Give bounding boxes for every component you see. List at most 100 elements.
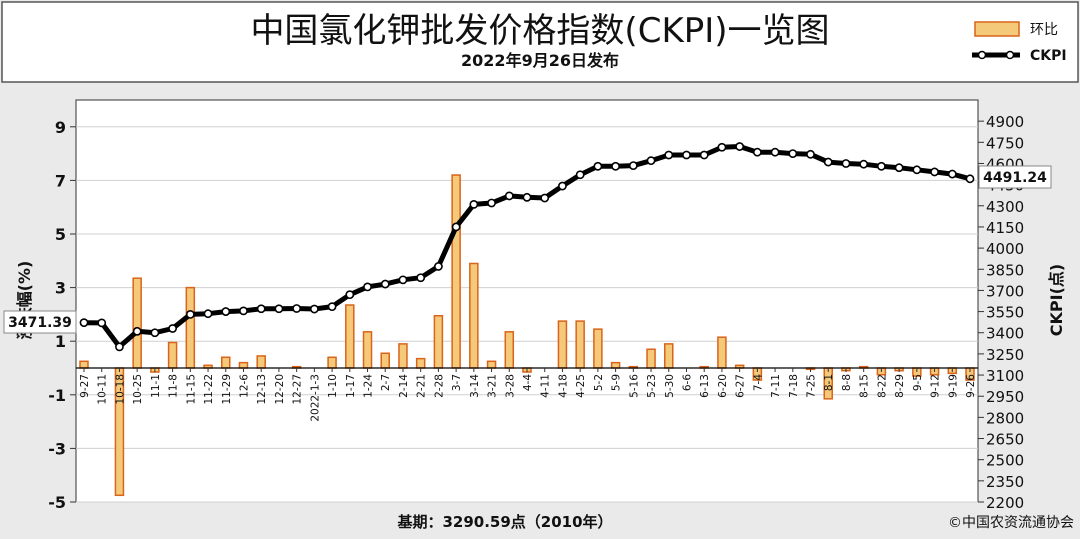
ckpi-point-5-9: [611, 161, 620, 171]
ckpi-point-11-8: [168, 324, 177, 333]
x-tick-label-2-14: 2-14: [398, 374, 410, 398]
x-tick-label-4-11: 4-11: [540, 374, 552, 398]
bar-12-13: [256, 355, 266, 369]
ckpi-point-6-20: [717, 142, 727, 152]
x-tick-label-7-11: 7-11: [770, 374, 782, 398]
legend-line-marker-left: [977, 50, 987, 60]
x-tick-label-5-30: 5-30: [664, 374, 676, 398]
ckpi-point-5-30: [664, 150, 674, 160]
ckpi-point-5-16: [628, 161, 638, 170]
ckpi-point-9-5: [912, 165, 922, 175]
x-tick-label-8-22: 8-22: [876, 374, 888, 398]
bar-4-18: [557, 320, 568, 369]
last-value-label: 4491.24: [983, 170, 1047, 186]
bar-2-14: [398, 343, 408, 369]
chart-subtitle: 2022年9月26日发布: [461, 51, 619, 70]
x-tick-labels: 9-27 10-11 10-18 10-25 11-1 11-8 11-15 11-22 11-…: [79, 368, 977, 422]
left-tick-label-5: 5: [55, 225, 66, 244]
x-tick-label-11-1: 11-1: [150, 374, 162, 398]
x-tick-label-4-4: 4-4: [522, 374, 534, 391]
x-tick-label-10-11: 10-11: [97, 374, 109, 405]
left-tick-label-7: 9: [55, 118, 66, 137]
bar-1-24: [362, 331, 373, 369]
ckpi-point-12-6: [239, 306, 248, 316]
x-tick-label-6-13: 6-13: [699, 374, 711, 398]
ckpi-point-2-7: [380, 279, 390, 289]
ckpi-point-9-26: [965, 174, 975, 184]
x-tick-label-3-21: 3-21: [487, 374, 499, 398]
right-tick-label-0: 2200: [986, 494, 1024, 512]
x-tick-label-9-27: 9-27: [79, 374, 91, 398]
x-tick-label-12-6: 12-6: [238, 374, 250, 398]
x-tick-label-12-20: 12-20: [274, 374, 286, 405]
bar-11-8: [167, 341, 178, 369]
legend-bar-swatch: [974, 21, 1020, 37]
ckpi-point-4-18: [558, 181, 567, 191]
first-value-label: 3471.39: [8, 315, 72, 331]
x-tick-label-12-27: 12-27: [292, 374, 304, 405]
bar-3-14: [469, 262, 479, 369]
last-value-box: [978, 165, 1052, 189]
x-tick-label-5-2: 5-2: [593, 374, 605, 391]
right-tick-label-3: 2650: [986, 431, 1024, 449]
x-tick-label-8-15: 8-15: [859, 374, 871, 398]
legend-line-marker-right: [1005, 50, 1015, 60]
right-tick-label-14: 4300: [986, 198, 1024, 216]
x-tick-label-9-5: 9-5: [912, 374, 924, 391]
bar-1-10: [327, 356, 337, 369]
ckpi-point-4-25: [575, 170, 585, 180]
bar-11-15: [185, 286, 196, 369]
right-axis-title: CKPI(点): [1047, 264, 1066, 336]
ckpi-point-7-4: [752, 147, 762, 157]
bar-3-28: [504, 331, 515, 369]
right-tick-label-13: 4150: [986, 219, 1024, 237]
x-tick-label-8-29: 8-29: [894, 374, 906, 398]
footer-credit: ©中国农资流通协会: [948, 515, 1074, 531]
x-tick-label-11-29: 11-29: [221, 374, 233, 405]
x-tick-label-6-6: 6-6: [681, 374, 693, 391]
right-tick-label-6: 3100: [986, 367, 1024, 385]
chart-title: 中国氯化钾批发价格指数(CKPI)一览图: [250, 11, 829, 51]
x-tick-label-10-18: 10-18: [114, 374, 126, 405]
x-tick-label-7-18: 7-18: [788, 374, 800, 398]
legend-bar-label: 环比: [1030, 22, 1058, 38]
ckpi-point-1-24: [363, 282, 372, 292]
ckpi-point-8-8: [841, 159, 851, 168]
left-tick-label-3: 1: [55, 332, 66, 351]
ckpi-point-10-11: [97, 318, 107, 328]
ckpi-point-12-13: [256, 304, 266, 314]
x-tick-label-2-7: 2-7: [380, 374, 392, 391]
right-tick-label-17: 4750: [986, 134, 1024, 152]
right-tick-label-18: 4900: [986, 113, 1024, 131]
ckpi-point-2-28: [433, 262, 443, 271]
ckpi-point-11-1: [150, 328, 160, 338]
left-tick-label-6: 7: [55, 171, 66, 190]
bar-2-21: [415, 357, 426, 369]
ckpi-point-1-10: [327, 302, 337, 312]
ckpi-point-2-21: [416, 273, 426, 283]
x-tick-label-5-9: 5-9: [611, 374, 623, 391]
x-tick-label-2022-1-3: 2022-1-3: [309, 374, 321, 422]
x-tick-label-11-22: 11-22: [203, 374, 215, 405]
ckpi-point-7-25: [806, 149, 815, 159]
bar-1-17: [345, 304, 355, 369]
right-tick-label-4: 2800: [986, 409, 1024, 427]
left-tick-label-1: -3: [48, 439, 66, 458]
ckpi-point-11-22: [203, 309, 213, 319]
x-tick-label-3-7: 3-7: [451, 374, 463, 391]
bar-11-29: [221, 356, 231, 369]
ckpi-point-6-6: [682, 150, 691, 160]
x-tick-label-11-15: 11-15: [185, 374, 197, 405]
right-tick-label-9: 3550: [986, 304, 1024, 322]
x-tick-label-9-12: 9-12: [930, 374, 942, 398]
left-tick-label-0: -5: [48, 493, 66, 512]
right-tick-label-1: 2350: [986, 473, 1024, 491]
ckpi-point-12-20: [274, 304, 284, 314]
ckpi-point-2-14: [398, 275, 408, 285]
ckpi-point-11-29: [221, 307, 231, 316]
bar-5-23: [646, 348, 656, 369]
ckpi-point-11-15: [185, 309, 195, 319]
x-tick-label-7-4: 7-4: [752, 374, 764, 391]
right-tick-label-11: 3850: [986, 261, 1024, 279]
